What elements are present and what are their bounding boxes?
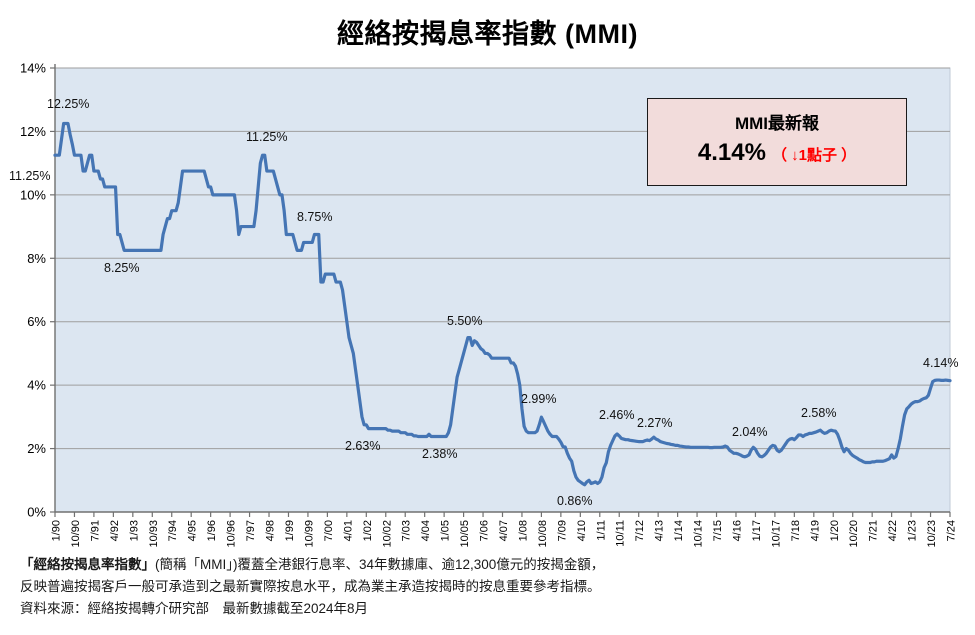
x-axis-label: 7/03 [401,520,413,541]
x-axis-label: 7/18 [790,520,802,541]
x-axis-label: 4/13 [654,520,666,541]
data-point-annotation: 2.04% [732,425,767,439]
data-point-annotation: 2.99% [521,392,556,406]
data-point-annotation: 4.14% [923,356,958,370]
footnote-line-2: 反映普遍按揭客戶一般可承造到之最新實際按息水平，成為業主承造按揭時的按息重要參考… [20,579,601,594]
latest-mmi-change: （ ↓1點子 ） [771,147,857,164]
data-point-annotation: 2.46% [599,408,634,422]
x-axis-label: 1/20 [829,520,841,541]
x-axis-label: 7/06 [479,520,491,541]
x-axis-label: 1/08 [517,520,529,541]
x-axis-label: 4/22 [887,520,899,541]
latest-mmi-value: 4.14% [697,139,766,166]
x-axis-label: 10/90 [70,520,82,548]
y-axis-label: 2% [27,441,46,456]
x-axis-label: 10/11 [615,520,627,547]
x-axis-label: 7/21 [868,520,880,541]
mmi-series-line [53,121,952,487]
data-point-annotation: 2.27% [637,416,672,430]
latest-mmi-heading: MMI最新報 [734,114,820,133]
x-axis-label: 1/17 [751,520,763,541]
x-axis-label: 7/24 [946,520,958,541]
x-axis-label: 1/93 [128,520,140,541]
y-axis-label: 4% [27,378,46,393]
data-point-annotation: 2.38% [422,447,457,461]
data-point-annotation: 8.25% [104,261,139,275]
data-point-annotation: 8.75% [297,210,332,224]
x-axis-label: 1/23 [907,520,919,541]
footnote-line-1-rest: (簡稱「MMI」)覆蓋全港銀行息率、34年數據庫、逾12,300億元的按揭金額， [155,557,605,572]
x-axis-label: 4/19 [809,520,821,541]
x-axis-label: 7/94 [167,520,179,541]
chart-title: 經絡按揭息率指數 (MMI) [337,19,638,49]
y-axis-label: 14% [20,61,46,76]
x-axis-label: 7/00 [323,520,335,541]
x-axis-label: 10/02 [381,520,393,548]
footnote-line-3-source: 資料來源：經絡按揭轉介研究部 最新數據截至2024年8月 [20,601,369,616]
y-axis-label: 12% [20,124,46,139]
data-point-annotation: 0.86% [557,494,592,508]
x-axis-label: 4/04 [420,520,432,541]
data-point-annotation: 2.58% [801,406,836,420]
data-point-annotation: 11.25% [246,130,287,144]
x-axis-label: 7/09 [556,520,568,541]
latest-mmi-value-row: 4.14% （ ↓1點子 ） [648,139,906,167]
x-axis-label: 4/01 [342,520,354,541]
y-axis-label: 0% [27,505,46,520]
x-axis-label: 4/10 [576,520,588,541]
x-axis-label: 10/05 [459,520,471,548]
index-name-term: 「經絡按揭息率指數」 [20,557,155,572]
y-axis-label: 10% [20,187,46,202]
x-axis-label: 1/14 [673,520,685,541]
x-axis-label: 1/11 [595,520,607,541]
data-point-annotation: 5.50% [447,314,482,328]
x-axis-label: 7/12 [634,520,646,541]
y-axis-label: 6% [27,314,46,329]
x-axis-label: 10/08 [537,520,549,548]
x-axis-label: 4/92 [109,520,121,541]
x-axis-label: 4/07 [498,520,510,541]
x-axis-label: 1/90 [51,520,63,541]
data-point-annotation: 11.25% [9,169,50,183]
x-axis-label: 10/99 [303,520,315,548]
data-point-annotation: 2.63% [345,439,380,453]
x-axis-label: 10/14 [693,520,705,548]
latest-mmi-box: MMI最新報 4.14% （ ↓1點子 ） [647,98,907,186]
x-axis-label: 10/96 [226,520,238,548]
x-axis-label: 1/96 [206,520,218,541]
x-axis-label: 1/99 [284,520,296,541]
x-axis-label: 1/05 [440,520,452,541]
x-axis-label: 7/97 [245,520,257,541]
data-point-annotation: 12.25% [47,97,89,111]
footnote-line-1: 「經絡按揭息率指數」(簡稱「MMI」)覆蓋全港銀行息率、34年數據庫、逾12,3… [20,554,960,576]
chart-footnote: 「經絡按揭息率指數」(簡稱「MMI」)覆蓋全港銀行息率、34年數據庫、逾12,3… [20,554,960,620]
x-axis-label: 4/95 [187,520,199,541]
x-axis-label: 1/02 [362,520,374,541]
x-axis-label: 7/15 [712,520,724,541]
x-axis-label: 4/98 [265,520,277,541]
x-axis-label: 10/23 [926,520,938,548]
x-axis-label: 7/91 [89,520,101,541]
y-axis-label: 8% [27,251,46,266]
x-axis-label: 4/16 [731,520,743,541]
x-axis-label: 10/93 [148,520,160,548]
x-axis-label: 10/17 [770,520,782,548]
x-axis-label: 10/20 [848,520,860,548]
